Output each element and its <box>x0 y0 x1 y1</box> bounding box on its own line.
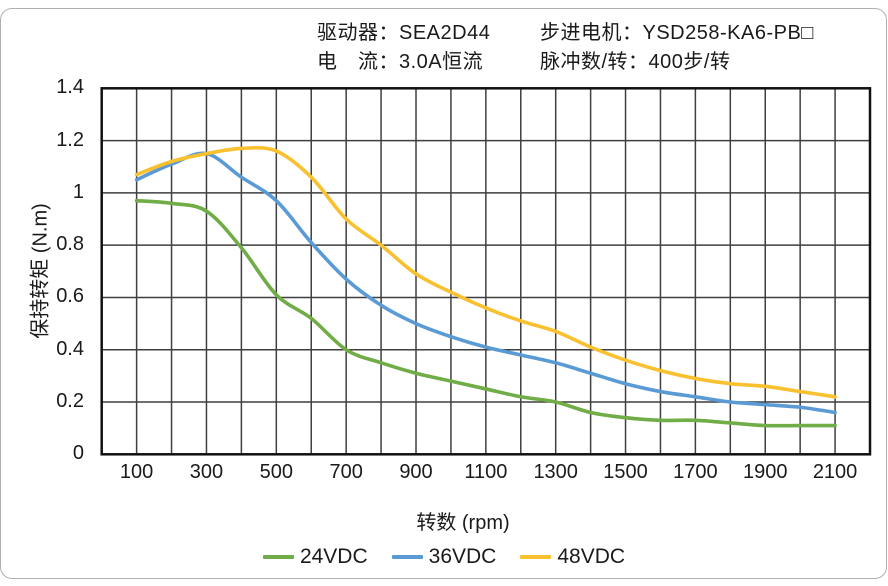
y-tick-label: 1.2 <box>56 128 84 151</box>
x-tick-label: 1700 <box>673 461 718 483</box>
curve-36vdc <box>134 151 837 415</box>
y-tick-label: 0.6 <box>56 285 84 308</box>
legend-label: 48VDC <box>557 545 626 568</box>
current-label: 电 流：3.0A恒流 <box>317 51 484 73</box>
legend-line-icon <box>520 555 552 559</box>
curve-24vdc <box>134 198 837 428</box>
curve-48vdc <box>134 145 837 399</box>
x-tick-label: 300 <box>189 461 224 483</box>
x-tick-label: 700 <box>329 461 363 483</box>
motor-label: 步进电机：YSD258-KA6-PB□ <box>540 22 814 44</box>
legend-item-48vdc: 48VDC <box>520 545 625 569</box>
x-tick-label: 1300 <box>533 461 578 483</box>
driver-label: 驱动器：SEA2D44 <box>317 22 491 44</box>
x-tick-label: 1100 <box>464 461 508 483</box>
y-tick-label: 1 <box>72 180 84 203</box>
x-tick-label: 1900 <box>742 461 788 483</box>
legend-label: 24VDC <box>299 545 368 568</box>
x-tick-label: 900 <box>399 461 433 483</box>
plot-border <box>100 87 872 456</box>
y-tick-label: 0 <box>72 442 84 465</box>
y-tick-label: 0.4 <box>56 337 84 360</box>
legend-item-24vdc: 24VDC <box>262 545 368 569</box>
x-tick-label: 500 <box>259 461 293 483</box>
legend: 24VDC 36VDC 48VDC <box>0 542 888 572</box>
y-tick-label: 0.8 <box>56 233 84 256</box>
y-axis-title: 保持转矩 (N.m) <box>29 203 52 339</box>
x-tick-label: 1500 <box>603 461 648 483</box>
y-tick-label: 1.4 <box>56 76 84 99</box>
pulses-label: 脉冲数/转：400步/转 <box>540 51 731 73</box>
y-tick-label: 0.2 <box>56 390 84 412</box>
legend-label: 36VDC <box>428 545 497 568</box>
legend-line-icon <box>262 555 294 559</box>
x-axis-title: 转数 (rpm) <box>416 512 510 534</box>
x-tick-label: 100 <box>119 461 154 483</box>
legend-line-icon <box>391 555 423 559</box>
x-tick-label: 2100 <box>812 461 858 483</box>
legend-item-36vdc: 36VDC <box>391 545 497 569</box>
